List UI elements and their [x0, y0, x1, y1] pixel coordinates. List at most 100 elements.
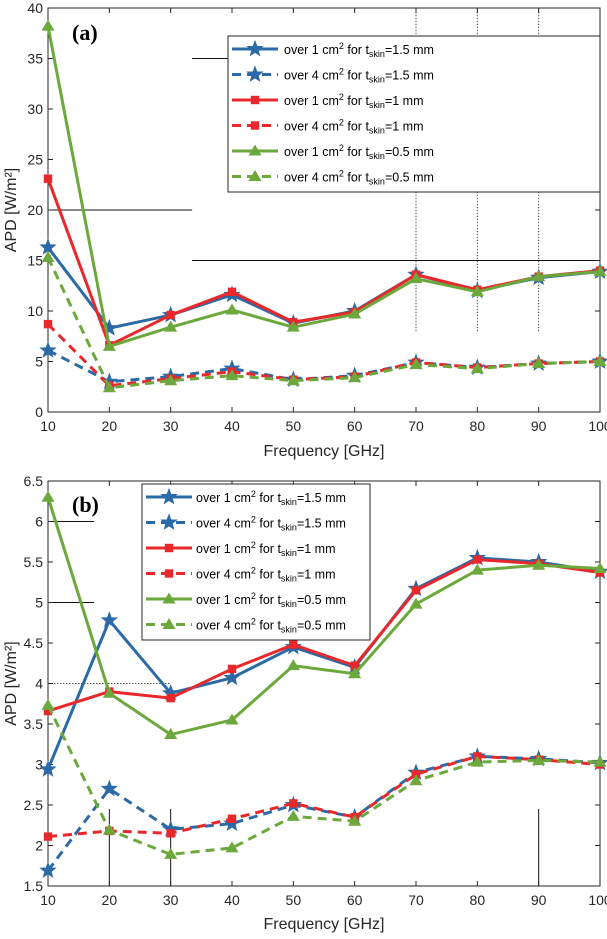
y-tick-label: 15: [27, 253, 43, 269]
y-tick-label: 35: [27, 51, 43, 67]
x-tick-label: 80: [470, 892, 486, 908]
y-tick-label: 0: [35, 404, 43, 420]
data-point: [39, 760, 57, 777]
data-point: [409, 597, 423, 609]
x-tick-label: 70: [408, 418, 424, 434]
legend-entry: over 4 cm2 for tskin=1 mm: [196, 566, 336, 584]
y-tick-label: 5.5: [24, 554, 44, 570]
legend-marker: [248, 144, 262, 156]
y-tick-label: 3.5: [24, 716, 44, 732]
data-point: [593, 561, 607, 573]
series-6: [41, 250, 607, 393]
series-5: [41, 490, 607, 740]
x-axis-label: Frequency [GHz]: [264, 916, 385, 933]
legend-marker: [164, 569, 174, 578]
legend-marker: [162, 618, 176, 629]
data-point: [164, 374, 178, 386]
data-point: [289, 799, 298, 808]
x-tick-label: 90: [531, 892, 547, 908]
y-axis-label: APD [W/m²]: [3, 641, 20, 725]
legend-box: [141, 483, 371, 641]
data-point: [225, 303, 239, 315]
x-tick-label: 90: [531, 418, 547, 434]
data-point: [164, 320, 178, 332]
legend-entry: over 4 cm2 for tskin=1.5 mm: [196, 515, 346, 533]
series-6: [41, 698, 607, 859]
data-point: [286, 659, 300, 671]
legend-entry: over 1 cm2 for tskin=0.5 mm: [196, 591, 346, 609]
data-point: [409, 358, 423, 370]
y-tick-label: 4.5: [24, 635, 44, 651]
series-line: [46, 25, 601, 348]
legend-entry: over 1 cm2 for tskin=1 mm: [284, 92, 424, 110]
data-point: [43, 319, 53, 329]
legend-entry: over 1 cm2 for tskin=1.5 mm: [196, 489, 346, 507]
x-tick-label: 20: [102, 418, 118, 434]
data-point: [470, 755, 484, 767]
y-tick-label: 30: [27, 101, 43, 117]
y-tick-label: 5: [35, 354, 43, 370]
legend-marker: [246, 65, 264, 82]
data-point: [100, 779, 119, 797]
data-point: [532, 270, 546, 282]
x-tick-label: 30: [163, 892, 179, 908]
series-line: [46, 704, 601, 856]
data-point: [470, 563, 484, 575]
data-point: [166, 829, 175, 838]
y-tick-label: 6.5: [24, 473, 44, 489]
data-point: [41, 490, 55, 502]
legend-entry: over 1 cm2 for tskin=1.5 mm: [284, 41, 434, 59]
data-point: [164, 847, 178, 859]
data-point: [102, 339, 116, 351]
legend: over 1 cm2 for tskin=1.5 mm over 4 cm2 fo…: [141, 483, 371, 641]
data-point: [286, 320, 300, 332]
data-point: [289, 640, 298, 649]
y-tick-label: 40: [27, 0, 43, 16]
data-point: [532, 357, 546, 369]
legend-marker: [160, 513, 178, 530]
series-line: [46, 556, 601, 770]
data-point: [593, 755, 607, 767]
x-tick-label: 80: [470, 418, 486, 434]
legend-marker: [250, 121, 260, 130]
legend-entry: over 1 cm2 for tskin=1 mm: [196, 540, 336, 558]
legend-entry: over 1 cm2 for tskin=0.5 mm: [284, 143, 434, 161]
data-point: [470, 362, 484, 374]
x-tick-label: 20: [102, 892, 118, 908]
x-tick-label: 60: [347, 418, 363, 434]
y-tick-label: 5: [35, 595, 43, 611]
legend-marker: [250, 95, 260, 105]
x-tick-label: 30: [163, 418, 179, 434]
y-tick-label: 20: [27, 202, 43, 218]
data-point: [227, 814, 237, 823]
data-point: [348, 667, 362, 679]
series-line: [46, 256, 601, 390]
data-point: [39, 341, 57, 358]
panel-label: (a): [72, 20, 98, 45]
data-point: [470, 285, 484, 297]
data-point: [41, 19, 55, 31]
data-point: [102, 381, 116, 393]
x-axis-label: Frequency [GHz]: [264, 443, 385, 460]
data-point: [39, 238, 57, 255]
series-line: [47, 754, 601, 839]
data-point: [102, 823, 116, 835]
legend-marker: [248, 170, 262, 181]
data-point: [532, 558, 546, 570]
series-line: [47, 558, 601, 713]
data-point: [409, 774, 423, 786]
x-tick-label: 10: [40, 418, 56, 434]
data-point: [41, 250, 55, 262]
y-tick-label: 25: [27, 152, 43, 168]
x-tick-label: 50: [286, 418, 302, 434]
data-point: [227, 664, 237, 674]
data-point: [286, 374, 300, 386]
data-point: [39, 861, 57, 879]
legend-marker: [160, 487, 178, 505]
legend-entry: over 4 cm2 for tskin=0.5 mm: [196, 617, 346, 635]
y-tick-label: 3: [35, 757, 43, 773]
x-tick-label: 50: [286, 892, 302, 908]
y-axis-label: APD [W/m²]: [3, 168, 20, 252]
series-5: [41, 19, 607, 351]
